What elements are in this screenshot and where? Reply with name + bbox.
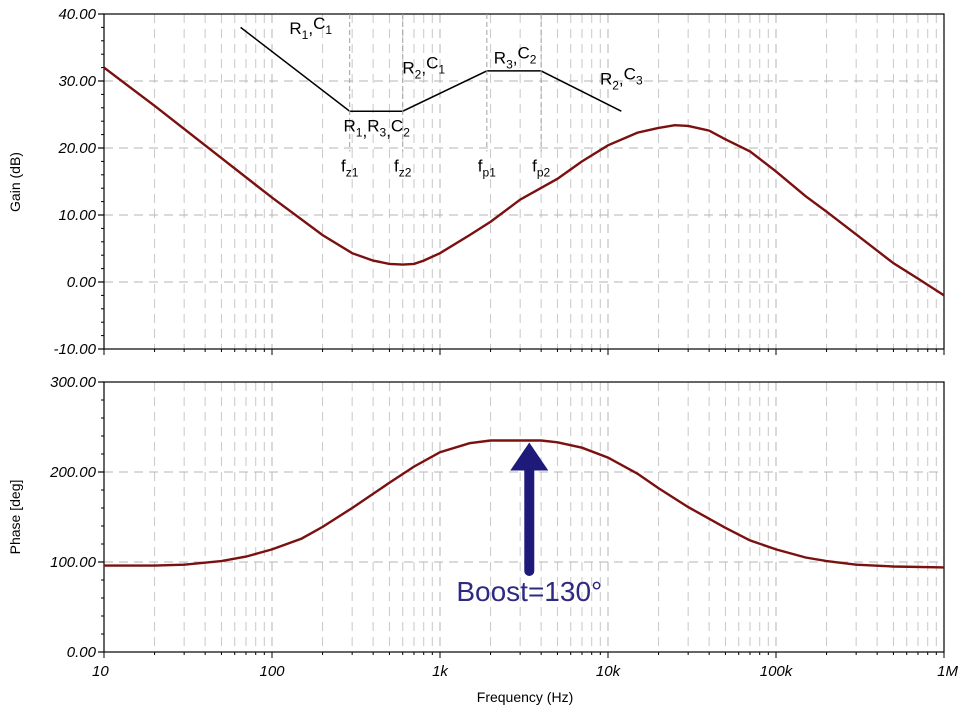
rc-segment-label: R1,C1 (289, 14, 332, 42)
phase-y-axis-title: Phase [deg] (7, 480, 23, 555)
gain-curve (103, 66, 945, 297)
rc-segment-label: R3,C2 (494, 44, 537, 72)
x-axis-title: Frequency (Hz) (477, 689, 573, 705)
gain-ytick-label: 10.00 (58, 207, 96, 224)
gain-ytick-label: 30.00 (58, 73, 96, 90)
x-tick-label: 100 (259, 663, 285, 680)
x-tick-label: 1M (937, 663, 958, 680)
gain-ytick-label: -10.00 (53, 341, 96, 358)
phase-ytick-label: 0.00 (67, 644, 97, 661)
phase-plot-frame (103, 381, 945, 653)
rc-segment-label: R2,C1 (402, 54, 445, 82)
rc-segment-label: R1,R3,C2 (344, 116, 411, 140)
x-tick-label: 10 (92, 663, 109, 680)
gain-ytick-label: 40.00 (58, 6, 96, 23)
phase-ytick-label: 300.00 (50, 374, 97, 391)
boost-label: Boost=130° (456, 576, 602, 607)
gain-ytick-label: 0.00 (67, 274, 97, 291)
phase-ytick-label: 200.00 (49, 464, 97, 481)
corner-frequency-label: fz2 (394, 156, 412, 179)
x-tick-label: 1k (432, 663, 449, 680)
gain-ytick-label: 20.00 (57, 140, 96, 157)
phase-plot: 0.00 100.00 200.00 300.00 Phase [deg] 10 100 1k… (7, 374, 958, 680)
phase-curve (104, 439, 945, 569)
x-tick-label: 100k (760, 663, 794, 680)
corner-frequency-label: fp1 (478, 156, 496, 179)
gain-plot-frame (103, 13, 945, 350)
corner-frequency-label: fp2 (532, 156, 550, 179)
phase-ytick-label: 100.00 (50, 554, 97, 571)
asymptote-line (240, 26, 622, 112)
gain-plot: -10.00 0.00 10.00 20.00 30.00 40.00 Gain (dB) f… (7, 6, 945, 358)
x-tick-label: 10k (596, 663, 622, 680)
corner-frequency-label: fz1 (341, 156, 359, 179)
boost-arrow-head (510, 442, 549, 471)
rc-segment-label: R2,C3 (600, 64, 643, 92)
gain-y-axis-title: Gain (dB) (7, 152, 23, 212)
